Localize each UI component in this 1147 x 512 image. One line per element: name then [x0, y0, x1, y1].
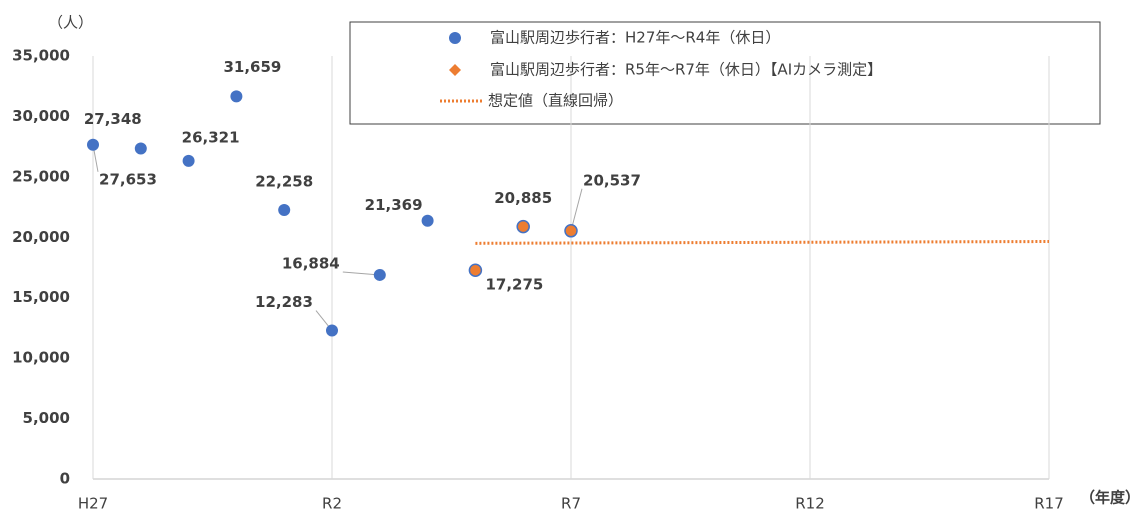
legend-marker	[449, 64, 461, 76]
legend-label: 富山駅周辺歩行者：R5年～R7年（休日）【AIカメラ測定】	[490, 61, 882, 79]
x-tick-label: R7	[561, 495, 581, 512]
y-tick-label: 15,000	[12, 288, 70, 306]
data-label: 27,348	[84, 110, 142, 128]
data-label: 27,653	[99, 170, 157, 188]
data-label: 31,659	[223, 58, 281, 76]
x-axis-label: （年度）	[1080, 489, 1140, 507]
point	[230, 90, 243, 103]
point	[373, 268, 386, 281]
point	[564, 224, 578, 238]
data-label: 22,258	[255, 172, 313, 190]
y-tick-label: 25,000	[12, 167, 70, 185]
data-label: 20,537	[583, 171, 641, 189]
y-tick-label: 20,000	[12, 228, 70, 246]
point	[87, 138, 99, 151]
leader-line	[342, 271, 380, 276]
legend-label: 富山駅周辺歩行者：H27年～R4年（休日）	[490, 29, 780, 47]
data-label: 12,283	[255, 293, 313, 311]
data-label: 17,275	[485, 276, 543, 294]
point	[182, 154, 195, 167]
trend-line	[475, 240, 1050, 245]
leader-line	[570, 188, 583, 231]
y-tick-label: 0	[60, 470, 70, 488]
y-tick-label: 10,000	[12, 349, 70, 367]
data-label: 20,885	[494, 189, 552, 207]
point	[278, 203, 291, 216]
x-tick-label: R17	[1034, 495, 1064, 512]
x-tick-label: R12	[795, 495, 825, 512]
point	[468, 263, 483, 277]
y-axis-label: （人）	[48, 14, 93, 32]
data-label: 16,884	[282, 254, 340, 272]
point	[326, 324, 338, 337]
point	[421, 214, 434, 227]
x-tick-label: H27	[78, 495, 108, 512]
point	[134, 142, 147, 155]
point	[516, 219, 530, 234]
legend-label: 想定値（直線回帰）	[488, 92, 623, 110]
x-tick-label: R2	[322, 495, 342, 512]
legend-box	[349, 21, 1101, 125]
data-label: 26,321	[182, 128, 240, 146]
data-label: 21,369	[365, 196, 423, 214]
y-tick-label: 35,000	[12, 47, 70, 65]
legend-marker	[449, 32, 461, 44]
y-tick-label: 30,000	[12, 107, 70, 125]
y-tick-label: 5,000	[23, 409, 70, 427]
